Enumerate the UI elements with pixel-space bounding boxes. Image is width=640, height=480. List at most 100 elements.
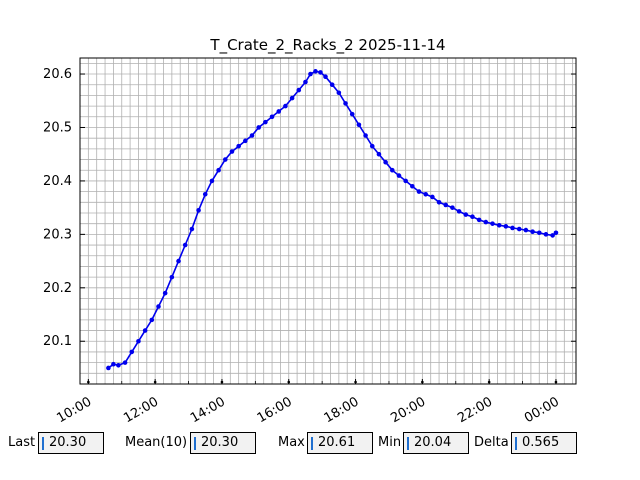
- last-label: Last: [8, 435, 36, 450]
- max-value: 20.61: [318, 435, 356, 450]
- axes: [79, 57, 577, 385]
- text-cursor: [42, 437, 44, 450]
- stats-bar: Last 20.30 Mean(10) 20.30 Max 20.61 Min …: [0, 428, 640, 464]
- data-point: [269, 114, 275, 120]
- data-point: [222, 157, 228, 162]
- chart-area: T_Crate_2_Racks_2 2025-11-14 20.1 20.2 20.…: [43, 36, 577, 425]
- data-point: [476, 217, 482, 223]
- data-point: [216, 167, 221, 173]
- delta-value: 0.565: [522, 435, 560, 450]
- data-point: [430, 194, 435, 200]
- x-tick-label: 18:00: [322, 394, 362, 425]
- data-point: [323, 74, 328, 80]
- data-point: [308, 71, 313, 77]
- data-point: [318, 70, 323, 75]
- data-point: [403, 178, 408, 184]
- y-tick-label: 20.6: [43, 67, 72, 82]
- data-point: [296, 87, 302, 93]
- min-value-field[interactable]: 20.04: [403, 432, 469, 454]
- y-tick-label: 20.1: [43, 334, 72, 349]
- data-point: [470, 214, 475, 220]
- data-point: [336, 90, 342, 96]
- text-cursor: [311, 437, 313, 450]
- max-value-field[interactable]: 20.61: [307, 432, 373, 454]
- chart-title: T_Crate_2_Racks_2 2025-11-14: [209, 36, 445, 55]
- data-point: [503, 224, 509, 229]
- x-tick-label: 00:00: [522, 394, 562, 425]
- data-point: [106, 365, 111, 371]
- data-point: [313, 69, 318, 74]
- data-point: [122, 360, 128, 365]
- data-point: [423, 191, 428, 197]
- data-point: [129, 349, 135, 355]
- data-point: [202, 191, 208, 197]
- data-point: [303, 79, 308, 85]
- line-chart: T_Crate_2_Racks_2 2025-11-14 20.1 20.2 20.…: [43, 36, 577, 425]
- x-tick-label: 20:00: [388, 394, 428, 425]
- x-tick-label: 16:00: [255, 394, 295, 425]
- data-point: [169, 274, 175, 280]
- y-tick-label: 20.3: [43, 227, 72, 242]
- plot-frame: [79, 57, 577, 385]
- series-line: [107, 70, 557, 369]
- data-point: [553, 230, 559, 236]
- data-point: [363, 133, 368, 138]
- last-value-field[interactable]: 20.30: [38, 432, 104, 454]
- data-point: [490, 221, 495, 226]
- x-tick-dot: [554, 380, 558, 384]
- data-point: [550, 233, 555, 238]
- delta-label: Delta: [474, 435, 509, 450]
- data-point: [329, 82, 335, 88]
- data-point: [263, 119, 268, 125]
- data-point: [142, 328, 148, 333]
- data-point: [356, 122, 362, 128]
- data-point: [463, 212, 469, 217]
- x-tick-dot: [87, 380, 90, 384]
- delta-value-field[interactable]: 0.565: [511, 432, 577, 454]
- data-point: [111, 361, 116, 367]
- x-tick-label: 14:00: [188, 394, 228, 425]
- data-point: [176, 258, 181, 264]
- text-cursor: [515, 437, 517, 450]
- data-point: [209, 178, 215, 184]
- y-tick-label: 20.2: [43, 281, 72, 296]
- text-cursor: [194, 437, 196, 450]
- data-point: [343, 101, 348, 106]
- x-tick-label: 22:00: [455, 394, 495, 425]
- data-point: [416, 189, 422, 194]
- mean-value-field[interactable]: 20.30: [190, 432, 256, 454]
- data-point: [496, 222, 502, 228]
- data-point: [156, 304, 161, 309]
- data-point: [456, 209, 462, 214]
- x-tick-label: 12:00: [121, 394, 161, 425]
- data-point: [443, 202, 449, 208]
- data-point: [162, 290, 168, 296]
- data-point: [116, 362, 121, 368]
- data-point: [349, 111, 355, 117]
- data-point: [189, 226, 195, 232]
- data-point: [136, 338, 141, 344]
- grid-lines: [79, 58, 576, 385]
- data-point: [243, 138, 248, 144]
- max-label: Max: [278, 435, 305, 450]
- data-point: [516, 226, 522, 232]
- mean-label: Mean(10): [125, 435, 188, 450]
- data-point: [182, 242, 188, 248]
- data-point: [536, 230, 542, 236]
- data-point: [149, 317, 155, 323]
- text-cursor: [407, 437, 409, 450]
- data-point: [436, 199, 442, 205]
- x-tick-dot: [421, 380, 424, 384]
- data-point: [523, 227, 529, 233]
- data-point: [389, 167, 395, 173]
- x-tick-dot: [487, 380, 491, 384]
- data-point: [383, 159, 388, 165]
- data-point: [229, 149, 235, 154]
- data-point: [289, 95, 295, 101]
- data-point: [396, 173, 402, 178]
- y-tick-label: 20.5: [43, 120, 72, 135]
- series-layer: [106, 69, 559, 371]
- last-value: 20.30: [49, 435, 87, 450]
- data-point: [256, 125, 261, 130]
- data-point: [196, 208, 201, 213]
